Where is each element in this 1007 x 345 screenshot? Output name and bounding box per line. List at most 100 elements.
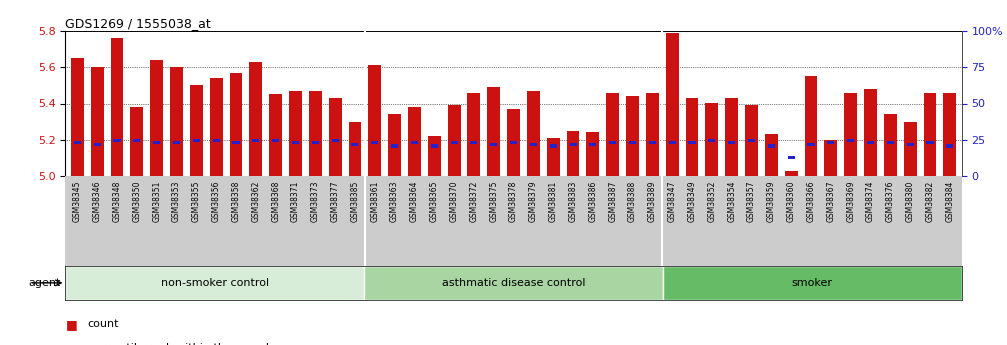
Text: GSM38363: GSM38363: [390, 180, 399, 222]
Bar: [947, 145, 954, 148]
Bar: [645, 93, 659, 176]
Bar: [570, 142, 577, 146]
Bar: [348, 122, 362, 176]
Bar: [728, 141, 735, 144]
Bar: [586, 132, 599, 176]
Bar: [903, 122, 916, 176]
Text: GSM38345: GSM38345: [73, 180, 82, 222]
Bar: [230, 73, 243, 176]
Text: GSM38365: GSM38365: [430, 180, 439, 222]
Text: GSM38358: GSM38358: [232, 180, 241, 222]
Text: GSM38389: GSM38389: [648, 180, 657, 222]
Text: count: count: [88, 319, 119, 329]
Text: GSM38350: GSM38350: [132, 180, 141, 222]
Bar: [289, 91, 302, 176]
Text: percentile rank within the sample: percentile rank within the sample: [88, 344, 276, 345]
Bar: [190, 86, 202, 176]
Bar: [567, 131, 579, 176]
Bar: [547, 138, 560, 176]
Bar: [530, 142, 537, 146]
Bar: [847, 139, 854, 142]
Bar: [649, 141, 656, 144]
Bar: [130, 107, 143, 176]
Bar: [669, 141, 676, 144]
Bar: [372, 141, 379, 144]
Bar: [923, 93, 937, 176]
Text: GSM38373: GSM38373: [311, 180, 320, 222]
Text: ■: ■: [65, 342, 78, 345]
Text: GSM38372: GSM38372: [469, 180, 478, 222]
Text: GSM38352: GSM38352: [707, 180, 716, 222]
Text: GSM38364: GSM38364: [410, 180, 419, 222]
Text: smoker: smoker: [792, 278, 833, 288]
Bar: [745, 105, 758, 176]
Bar: [589, 142, 596, 146]
Bar: [250, 62, 262, 176]
Bar: [467, 93, 480, 176]
Text: GSM38378: GSM38378: [510, 180, 518, 222]
Bar: [825, 140, 837, 176]
Bar: [708, 139, 715, 142]
Bar: [173, 141, 180, 144]
Bar: [388, 115, 401, 176]
Bar: [490, 142, 497, 146]
Bar: [233, 141, 240, 144]
Bar: [689, 141, 696, 144]
Bar: [663, 266, 962, 300]
Text: GSM38375: GSM38375: [489, 180, 498, 222]
Bar: [450, 141, 457, 144]
Text: GSM38346: GSM38346: [93, 180, 102, 222]
Bar: [65, 266, 365, 300]
Bar: [312, 141, 319, 144]
Bar: [209, 78, 223, 176]
Text: GSM38347: GSM38347: [668, 180, 677, 222]
Text: GSM38387: GSM38387: [608, 180, 617, 222]
Text: GSM38381: GSM38381: [549, 180, 558, 222]
Text: GSM38349: GSM38349: [688, 180, 697, 222]
Bar: [926, 141, 933, 144]
Text: GSM38355: GSM38355: [191, 180, 200, 222]
Text: GSM38354: GSM38354: [727, 180, 736, 222]
Bar: [448, 105, 460, 176]
Text: GSM38384: GSM38384: [946, 180, 955, 222]
Text: GSM38379: GSM38379: [529, 180, 538, 222]
Bar: [550, 145, 557, 148]
Bar: [391, 145, 398, 148]
Bar: [70, 58, 84, 176]
Bar: [411, 141, 418, 144]
Bar: [767, 145, 774, 148]
Bar: [328, 98, 341, 176]
Text: GSM38370: GSM38370: [449, 180, 458, 222]
Text: non-smoker control: non-smoker control: [161, 278, 269, 288]
Bar: [867, 141, 874, 144]
Text: GSM38357: GSM38357: [747, 180, 756, 222]
Bar: [331, 139, 338, 142]
Text: agent: agent: [28, 278, 60, 288]
Bar: [153, 141, 160, 144]
Bar: [748, 139, 755, 142]
Bar: [309, 91, 321, 176]
Text: GSM38367: GSM38367: [827, 180, 836, 222]
Bar: [253, 139, 260, 142]
Bar: [808, 142, 815, 146]
Text: GSM38386: GSM38386: [588, 180, 597, 222]
Text: GSM38368: GSM38368: [271, 180, 280, 222]
Bar: [487, 87, 500, 176]
Bar: [428, 136, 441, 176]
Bar: [609, 141, 616, 144]
Bar: [408, 107, 421, 176]
Bar: [192, 139, 199, 142]
Text: GSM38374: GSM38374: [866, 180, 875, 222]
Bar: [706, 104, 718, 176]
Text: GSM38351: GSM38351: [152, 180, 161, 222]
Text: GSM38383: GSM38383: [569, 180, 578, 222]
Bar: [431, 145, 438, 148]
Bar: [351, 142, 358, 146]
Text: GSM38371: GSM38371: [291, 180, 300, 222]
Bar: [508, 109, 520, 176]
Text: GSM38369: GSM38369: [846, 180, 855, 222]
Text: GSM38376: GSM38376: [886, 180, 895, 222]
Bar: [784, 170, 798, 176]
Bar: [111, 38, 124, 176]
Text: GSM38380: GSM38380: [905, 180, 914, 222]
